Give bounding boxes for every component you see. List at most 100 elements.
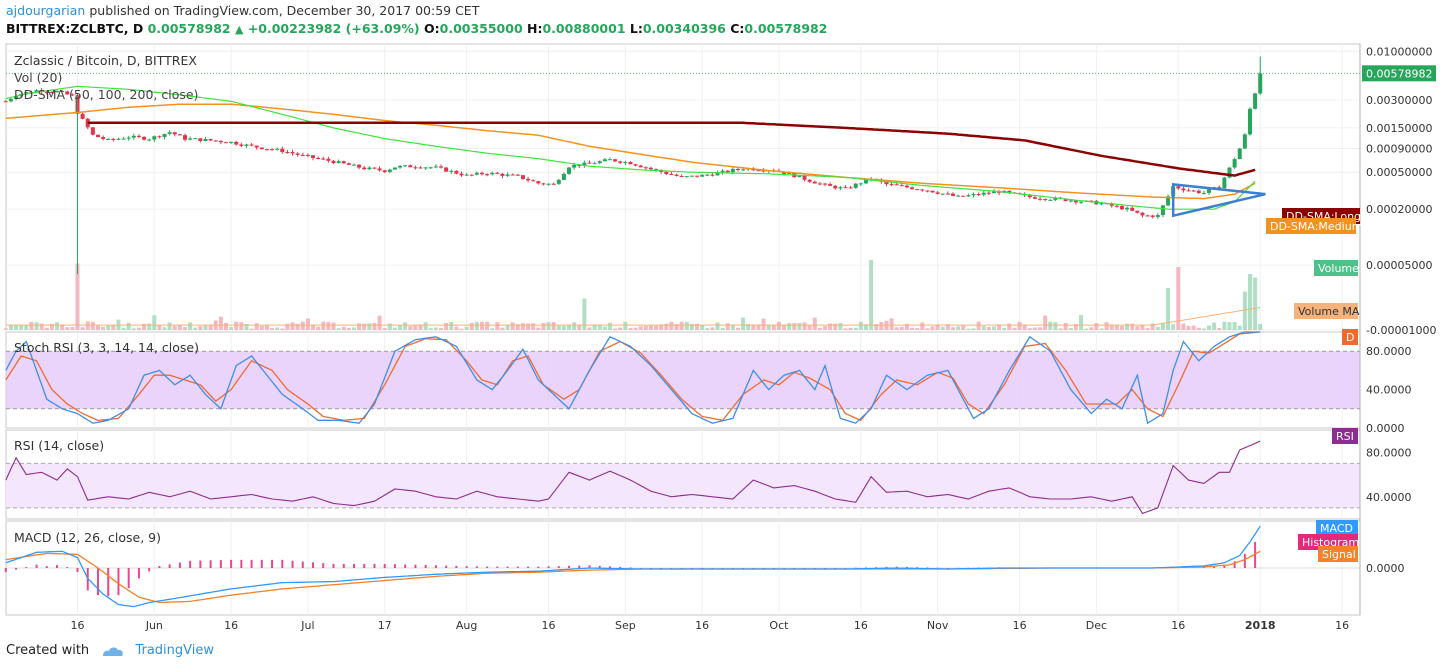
macd-histogram-bar	[639, 568, 642, 569]
volume-bar	[346, 327, 351, 330]
volume-bar	[377, 315, 382, 330]
volume-bar	[428, 328, 433, 330]
macd-histogram-bar	[76, 568, 79, 573]
candle-body	[782, 171, 787, 174]
candle-body	[126, 137, 131, 139]
candle-body	[567, 167, 572, 174]
macd-histogram-bar	[127, 568, 130, 589]
macd-histogram-bar	[608, 566, 611, 568]
macd-histogram-bar	[1233, 561, 1236, 568]
volume-bar	[1094, 323, 1099, 330]
price-axis-tick: 0.00050000	[1366, 166, 1432, 179]
last-price-tag-bg	[1362, 65, 1436, 82]
volume-bar	[1155, 326, 1160, 330]
candle-body	[121, 138, 126, 140]
volume-ma-line	[5, 307, 1261, 326]
candle-body	[930, 190, 935, 193]
candle-body	[1237, 148, 1242, 160]
candle-body	[3, 101, 8, 103]
volume-bar	[1022, 324, 1027, 330]
volume-bar	[823, 326, 828, 330]
candle-body	[223, 142, 228, 144]
volume-bar	[592, 324, 597, 330]
volume-bar	[275, 327, 280, 330]
candle-body	[326, 158, 331, 161]
volume-bar	[357, 323, 362, 330]
macd-histogram-bar	[1213, 565, 1216, 568]
macd-histogram-bar	[824, 568, 827, 569]
candle-body	[981, 192, 986, 195]
volume-bar	[863, 324, 868, 330]
macd-histogram-bar	[783, 568, 786, 569]
volume-bar	[1217, 327, 1222, 330]
candle-body	[1166, 196, 1171, 206]
author-link[interactable]: ajdourgarian	[6, 3, 86, 18]
candle-body	[741, 169, 746, 171]
candle-body	[986, 192, 991, 194]
volume-bar	[162, 327, 167, 330]
macd-pane-title: MACD (12, 26, close, 9)	[14, 530, 161, 545]
macd-histogram-bar	[230, 559, 233, 568]
volume-bar	[766, 325, 771, 330]
macd-histogram-bar	[660, 568, 663, 569]
candle-body	[1207, 189, 1212, 193]
overlay-layer	[1171, 182, 1266, 218]
macd-histogram-bar	[578, 565, 581, 568]
macd-histogram-bar	[864, 567, 867, 568]
volume-bar	[1125, 323, 1130, 330]
macd-histogram-bar	[66, 567, 69, 568]
candle-body	[628, 161, 633, 165]
chart-area[interactable]: 0.01000000 0.00300000 0.00150000 0.00090000…	[0, 0, 1440, 640]
macd-histogram-bar	[301, 561, 304, 568]
candle-body	[1063, 198, 1068, 202]
candle-body	[346, 163, 351, 165]
candle-body	[239, 144, 244, 146]
candle-body	[991, 191, 996, 194]
volume-bar	[183, 327, 188, 330]
volume-bar	[336, 328, 341, 330]
time-axis-tick: 16	[542, 619, 556, 632]
candle-body	[828, 184, 833, 186]
volume-bar	[843, 328, 848, 330]
time-axis-tick: Dec	[1086, 619, 1107, 632]
volume-bar	[70, 327, 75, 330]
macd-histogram-bar	[15, 568, 18, 570]
volume-bar	[730, 325, 735, 330]
candle-body	[428, 167, 433, 169]
candle-body	[956, 195, 961, 197]
candle-body	[899, 185, 904, 187]
volume-bar	[387, 323, 392, 330]
macd-histogram-bar	[496, 566, 499, 568]
volume-bar	[1227, 322, 1232, 330]
volume-bar	[1119, 325, 1124, 330]
low-label: L:	[629, 21, 643, 36]
volume-bar	[536, 327, 541, 330]
macd-histogram-bar	[957, 567, 960, 569]
symbol-label: BITTREX:ZCLBTC, D	[6, 21, 144, 36]
sma-medium-line	[5, 103, 1256, 200]
volume-bar	[991, 326, 996, 330]
volume-bar	[966, 328, 971, 330]
candle-body	[280, 148, 285, 153]
candle-body	[198, 138, 203, 142]
candle-body	[654, 169, 659, 171]
candle-body	[1150, 215, 1155, 217]
volume-bar	[756, 324, 761, 330]
candle-body	[833, 185, 838, 189]
macd-histogram-bar	[199, 560, 202, 568]
volume-bar	[520, 323, 525, 330]
macd-tag-bg	[1316, 520, 1358, 536]
candle-body	[715, 172, 720, 176]
macd-histogram-bar	[45, 566, 48, 568]
tradingview-link[interactable]: TradingView	[135, 643, 214, 658]
volume-bar	[546, 322, 551, 330]
volume-bar	[700, 325, 705, 330]
price-pane-title: Zclassic / Bitcoin, D, BITTREX	[14, 53, 197, 68]
volume-bar	[264, 325, 269, 330]
volume-bar	[602, 326, 607, 330]
volume-bar	[14, 325, 19, 330]
volume-bar	[1017, 321, 1022, 330]
macd-histogram-bar	[312, 562, 315, 568]
volume-bar	[1068, 328, 1073, 330]
macd-line	[5, 525, 1261, 608]
